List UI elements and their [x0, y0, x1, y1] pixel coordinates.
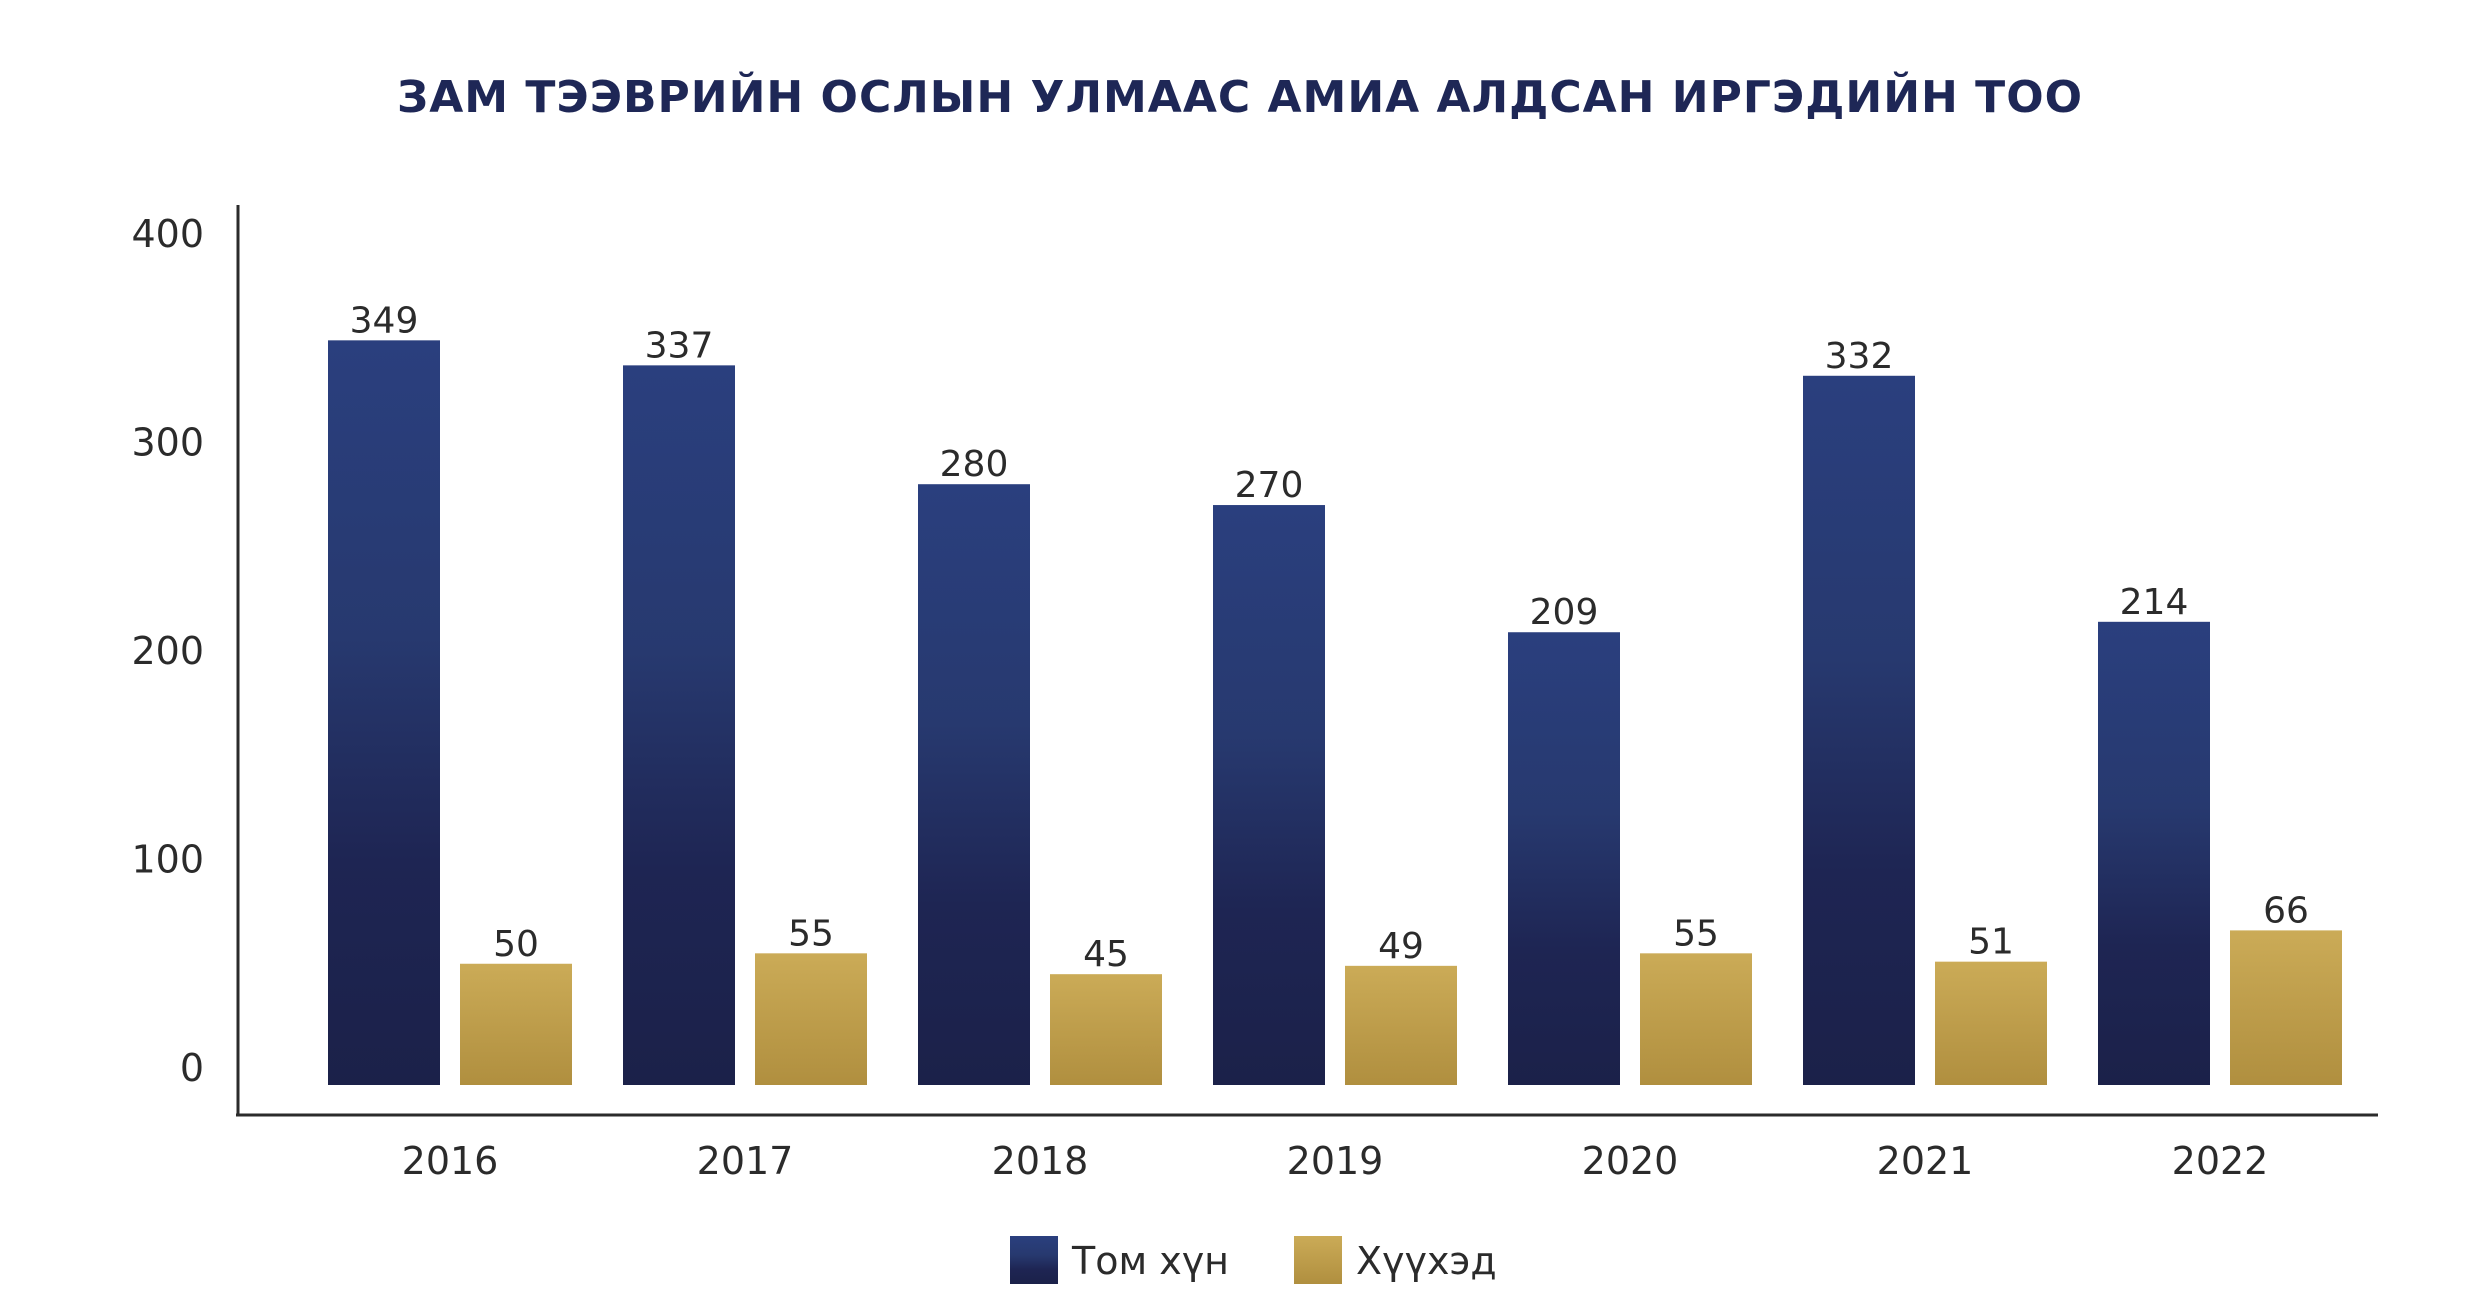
- bar-adult-2019: [1213, 505, 1325, 1085]
- value-label-adult-2017: 337: [645, 325, 714, 366]
- value-label-child-2021: 51: [1968, 922, 2014, 963]
- value-label-child-2017: 55: [788, 913, 834, 954]
- bar-child-2017: [755, 953, 867, 1085]
- y-tick-label: 300: [131, 421, 204, 465]
- bar-child-2019: [1345, 965, 1457, 1085]
- x-tick-label: 2016: [402, 1139, 499, 1183]
- legend-label-child: Хүүхэд: [1356, 1239, 1497, 1283]
- y-tick-label: 200: [131, 629, 204, 673]
- value-label-child-2020: 55: [1673, 913, 1719, 954]
- bar-child-2018: [1050, 974, 1162, 1085]
- x-tick-label: 2022: [2172, 1139, 2269, 1183]
- bar-adult-2022: [2098, 621, 2210, 1085]
- value-label-child-2019: 49: [1378, 926, 1424, 967]
- x-tick-label: 2020: [1582, 1139, 1679, 1183]
- value-label-child-2018: 45: [1083, 934, 1129, 975]
- value-label-adult-2021: 332: [1825, 336, 1894, 377]
- bar-adult-2021: [1803, 375, 1915, 1085]
- value-label-adult-2022: 214: [2120, 582, 2189, 623]
- legend-label-adult: Том хүн: [1071, 1239, 1229, 1283]
- value-label-adult-2016: 349: [350, 300, 419, 341]
- x-tick-label: 2019: [1287, 1139, 1384, 1183]
- value-label-child-2022: 66: [2263, 890, 2309, 931]
- x-tick-label: 2021: [1877, 1139, 1974, 1183]
- x-axis-labels: 2016 2017 2018 2019 2020 2021 2022: [402, 1139, 2269, 1183]
- y-axis-ticks: 0 100 200 300 400: [131, 212, 204, 1090]
- bar-child-2016: [460, 963, 572, 1085]
- legend-swatch-adult: [1010, 1236, 1058, 1284]
- y-tick-label: 100: [131, 838, 204, 882]
- value-label-adult-2018: 280: [940, 444, 1009, 485]
- bar-child-2020: [1640, 953, 1752, 1085]
- y-tick-label: 0: [180, 1046, 204, 1090]
- chart-title: ЗАМ ТЭЭВРИЙН ОСЛЫН УЛМААС АМИА АЛДСАН ИР…: [397, 70, 2083, 123]
- value-labels: 349 50 337 55 280 45 270 49 209 55 332 51 214 66: [350, 300, 2309, 975]
- x-tick-label: 2017: [697, 1139, 794, 1183]
- y-tick-label: 400: [131, 212, 204, 256]
- legend-swatch-child: [1294, 1236, 1342, 1284]
- bars: [328, 340, 2342, 1086]
- bar-child-2022: [2230, 930, 2342, 1085]
- bar-adult-2017: [623, 365, 735, 1086]
- value-label-child-2016: 50: [493, 924, 539, 965]
- x-tick-label: 2018: [992, 1139, 1089, 1183]
- bar-adult-2016: [328, 340, 440, 1086]
- bar-adult-2018: [918, 484, 1030, 1085]
- bar-child-2021: [1935, 961, 2047, 1085]
- value-label-adult-2020: 209: [1530, 592, 1599, 633]
- value-label-adult-2019: 270: [1235, 465, 1304, 506]
- legend: Том хүн Хүүхэд: [1010, 1236, 1497, 1284]
- bar-adult-2020: [1508, 632, 1620, 1085]
